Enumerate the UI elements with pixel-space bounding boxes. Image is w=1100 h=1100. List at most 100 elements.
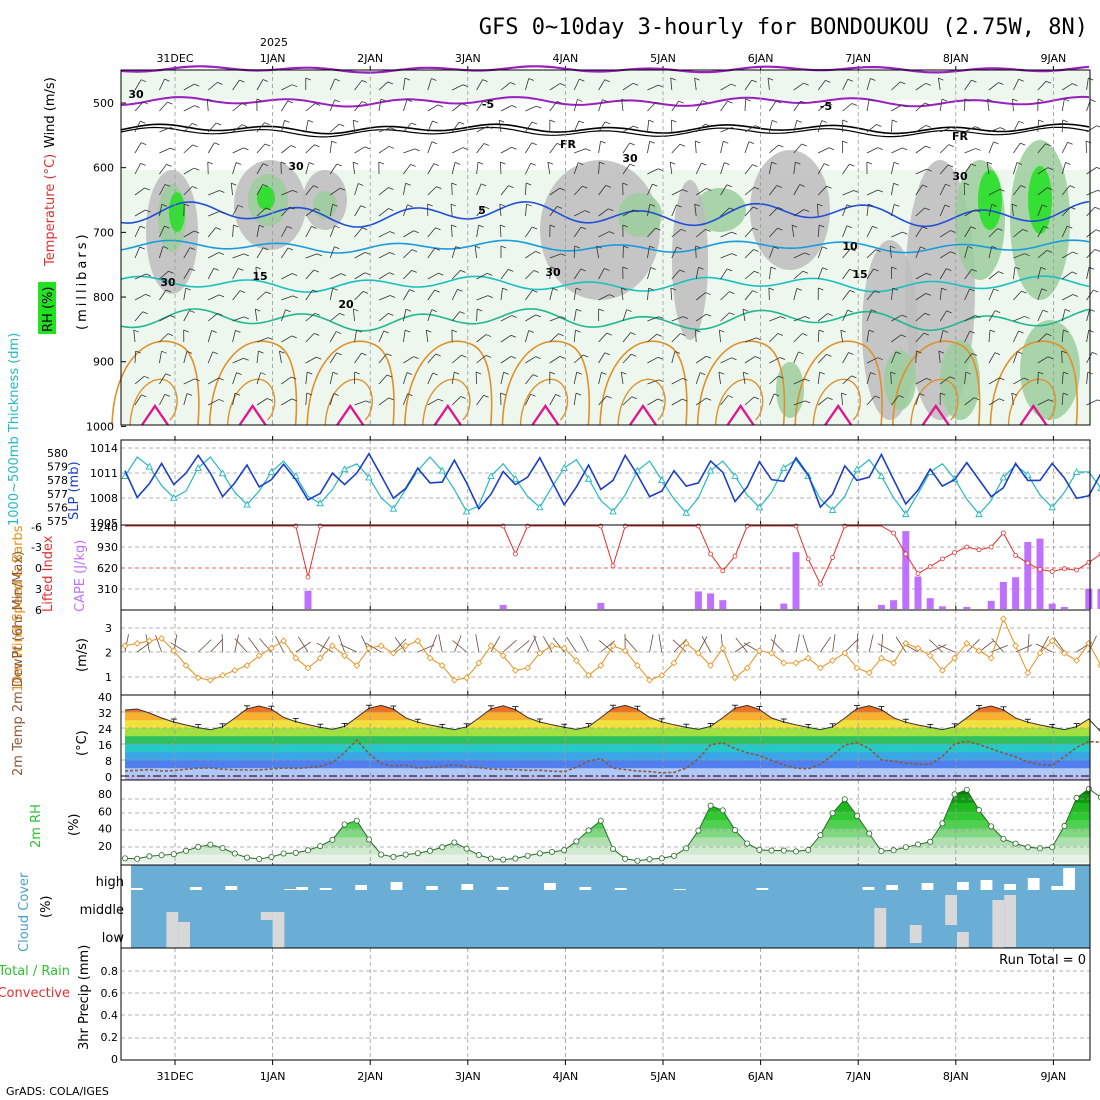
wind-speed-marker (939, 667, 946, 674)
wind-speed-marker (231, 667, 239, 674)
wind-barb-flag (450, 203, 457, 207)
wind-speed-marker (646, 676, 653, 684)
wind-barb (232, 393, 236, 406)
wind-barb (305, 103, 316, 112)
wind-barb (793, 400, 806, 406)
wind-barb-flag (500, 161, 506, 165)
wind-barb (866, 226, 873, 238)
wind-barb (403, 164, 411, 175)
wind-barb-flag (997, 228, 1003, 231)
wind-barb-flag (577, 162, 584, 166)
wind-barb (647, 227, 656, 238)
rh-marker (878, 848, 885, 855)
wind-barb-flag (258, 350, 264, 354)
contour-label: 20 (338, 298, 354, 311)
wind-barb (1011, 204, 1014, 217)
wind-barb-flag (407, 204, 413, 208)
wind-barb-flag (1014, 266, 1021, 270)
wind-barb-flag (902, 231, 908, 235)
wind-barb-flag (313, 269, 319, 273)
wind-barb (695, 292, 706, 301)
wind-barb-flag (217, 81, 223, 85)
wind-barb-flag (339, 123, 345, 127)
wind-barb (280, 161, 282, 175)
wind-barb (988, 352, 996, 364)
wind-barb-flag (950, 230, 956, 233)
wind-barb (596, 246, 599, 259)
cloud-level-middle: middle (80, 903, 124, 918)
wind-barb-flag (678, 100, 684, 104)
wind-barb (207, 122, 217, 133)
wind-barb (549, 356, 561, 364)
date-label-top: 6JAN (748, 52, 774, 65)
wind-barb (647, 316, 659, 322)
cloud-clear-high (461, 884, 474, 890)
wind-barbs-upper (133, 77, 1100, 406)
wind-barb (720, 83, 732, 91)
wind-barb-flag (462, 147, 469, 150)
wind-speed-marker (280, 637, 287, 645)
wind-barb-flag (388, 187, 394, 190)
wind-barb (354, 183, 359, 196)
wind-barb (744, 206, 754, 217)
wind-frame (120, 609, 1091, 696)
isotherm-line (120, 126, 1090, 138)
wind-barb (720, 395, 729, 406)
rh-marker (195, 843, 202, 850)
thickness-marker (1072, 468, 1081, 475)
wind-barb (183, 288, 187, 301)
wind-barb (159, 78, 165, 91)
precip-axis-label: 3hr Precip (mm) (77, 945, 92, 1050)
rh-dry-layer (121, 100, 1090, 170)
wind-barb-flag (312, 289, 318, 293)
wind-barb (1086, 352, 1093, 364)
wind-barb-flag (1047, 356, 1054, 360)
contour-label: 15 (852, 268, 867, 281)
wind-barb-flag (970, 226, 976, 230)
wind-barb (281, 189, 293, 196)
wind-barb-flag (262, 184, 268, 187)
wind-barb (891, 162, 895, 175)
wind-barb-flag (680, 333, 686, 336)
wind-barb-flag (530, 162, 536, 166)
wind-barb-10m (877, 643, 894, 653)
wind-barb (451, 289, 458, 301)
rh-marker (414, 850, 421, 857)
wind-barb-flag (1037, 98, 1044, 102)
wind-barb-flag (849, 163, 855, 167)
wind-barb (622, 209, 634, 217)
wind-barb (451, 372, 455, 385)
rh-unit-label: (%) (67, 814, 82, 837)
wind-barb (134, 142, 142, 154)
wind-barb-flag (475, 245, 481, 249)
rh-marker (976, 807, 983, 814)
wind-barb-flag (284, 120, 290, 123)
wind-barb (476, 308, 478, 322)
wind-barb-flag (622, 224, 628, 228)
wind-barb (695, 100, 703, 112)
date-axis-top: 31DEC 1JAN 2JAN 3JAN 4JAN 5JAN 6JAN 7JAN 8JAN 9JA… (156, 52, 1066, 1065)
wind-barb (329, 163, 338, 175)
thickness-marker (267, 468, 276, 475)
wind-barb (378, 374, 388, 385)
wind-barb (671, 246, 678, 259)
wind-barb (695, 229, 706, 238)
wind-barb (940, 126, 952, 133)
wind-barb-flag (925, 125, 931, 128)
thickness-marker (877, 472, 886, 479)
wind-barb-flag (804, 378, 810, 382)
wind-speed-marker (1048, 637, 1056, 645)
wind-barb-flag (777, 207, 783, 210)
wind-barb (671, 204, 677, 217)
wind-barb (305, 269, 315, 280)
wind-barb-flag (991, 203, 997, 207)
wind-speed-markers (121, 615, 1100, 684)
wind-speed-marker (573, 657, 580, 664)
cape-tick: 1240 (90, 521, 118, 534)
wind-barb (474, 246, 477, 259)
wind-barb-flag (305, 77, 311, 81)
wind-speed-marker (146, 637, 153, 645)
wind-barb-flag (779, 357, 786, 360)
wind-barb-flag (235, 162, 242, 165)
wind-barb-flag (941, 287, 947, 291)
